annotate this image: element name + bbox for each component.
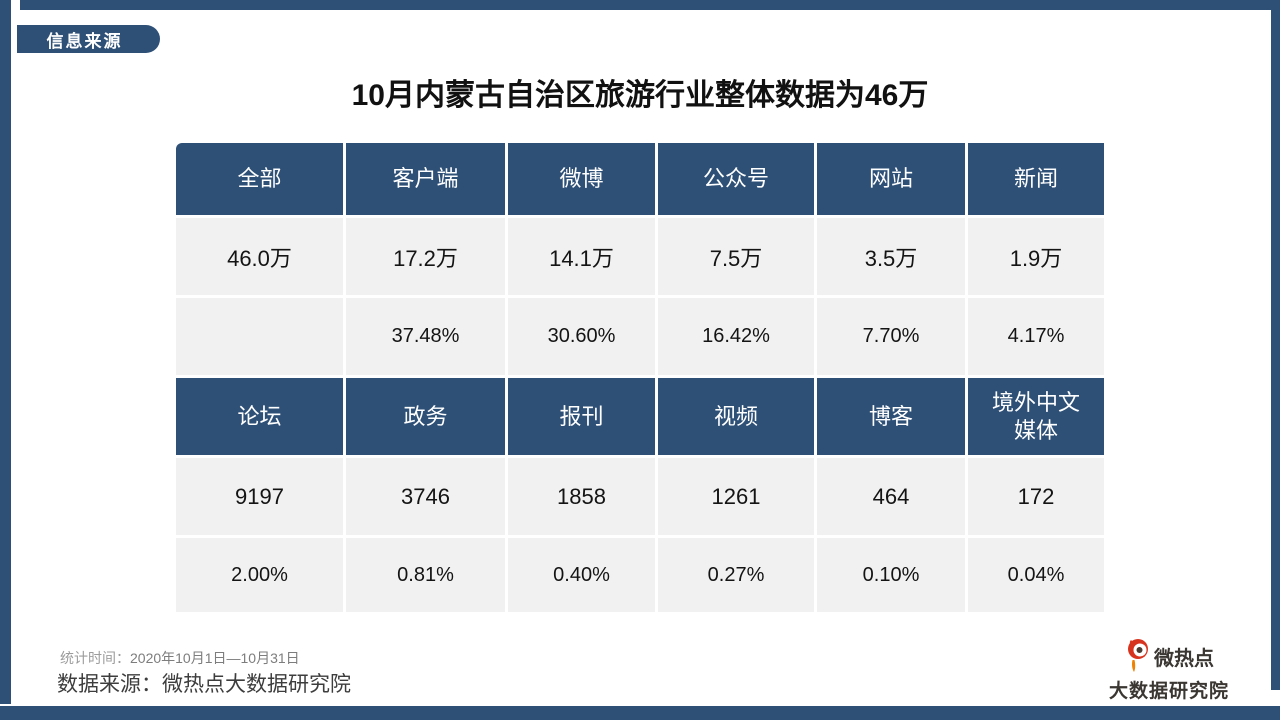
- table-percent-cell: 0.40%: [508, 538, 655, 612]
- table-header-cell: 微博: [508, 143, 655, 215]
- table-header-cell: 全部: [176, 143, 343, 215]
- table-percent-cell: 2.00%: [176, 538, 343, 612]
- table-value-cell: 1.9万: [968, 218, 1104, 295]
- section-badge: 信息来源: [17, 25, 160, 53]
- table-header-cell: 新闻: [968, 143, 1104, 215]
- stat-time: 统计时间：2020年10月1日—10月31日: [60, 648, 300, 668]
- table-header-cell: 视频: [658, 378, 814, 455]
- page-title: 10月内蒙古自治区旅游行业整体数据为46万: [351, 79, 929, 112]
- weibo-eye-icon: [1124, 638, 1150, 674]
- table-percent-cell: 37.48%: [346, 298, 505, 375]
- table-percent-cell: 4.17%: [968, 298, 1104, 375]
- table-percent-cell: [176, 298, 343, 375]
- table-value-cell: 172: [968, 458, 1104, 535]
- table-percent-cell: 0.27%: [658, 538, 814, 612]
- logo-line1: 微热点: [1154, 647, 1214, 670]
- table-value-cell: 14.1万: [508, 218, 655, 295]
- frame-top-bar: [20, 0, 1280, 10]
- table-header-cell: 报刊: [508, 378, 655, 455]
- table-percent-cell: 0.81%: [346, 538, 505, 612]
- table-header-cell: 公众号: [658, 143, 814, 215]
- table-value-cell: 46.0万: [176, 218, 343, 295]
- table-header-cell: 论坛: [176, 378, 343, 455]
- data-table: 全部 客户端 微博 公众号 网站 新闻 46.0万 17.2万 14.1万 7.…: [176, 143, 1104, 612]
- table-header-cell: 博客: [817, 378, 965, 455]
- table-value-cell: 1858: [508, 458, 655, 535]
- stat-time-label: 统计时间：: [60, 650, 130, 666]
- table-value-cell: 1261: [658, 458, 814, 535]
- table-value-cell: 3.5万: [817, 218, 965, 295]
- table-value-cell: 7.5万: [658, 218, 814, 295]
- table-header-cell: 网站: [817, 143, 965, 215]
- frame-left-bar: [0, 0, 11, 704]
- table-percent-cell: 0.10%: [817, 538, 965, 612]
- table-header-cell: 境外中文媒体: [968, 378, 1104, 455]
- table-percent-cell: 0.04%: [968, 538, 1104, 612]
- table-percent-cell: 16.42%: [658, 298, 814, 375]
- table-value-cell: 17.2万: [346, 218, 505, 295]
- stat-time-value: 2020年10月1日—10月31日: [130, 650, 300, 666]
- table-header-cell: 客户端: [346, 143, 505, 215]
- table-value-cell: 464: [817, 458, 965, 535]
- logo-line2: 大数据研究院: [1108, 681, 1229, 702]
- table-percent-cell: 30.60%: [508, 298, 655, 375]
- frame-bottom-bar: [0, 706, 1280, 720]
- frame-right-bar: [1271, 10, 1280, 690]
- table-value-cell: 3746: [346, 458, 505, 535]
- brand-logo: 微热点 大数据研究院: [1094, 638, 1244, 703]
- table-header-cell: 政务: [346, 378, 505, 455]
- table-value-cell: 9197: [176, 458, 343, 535]
- data-source-text: 数据来源：微热点大数据研究院: [57, 673, 351, 696]
- table-percent-cell: 7.70%: [817, 298, 965, 375]
